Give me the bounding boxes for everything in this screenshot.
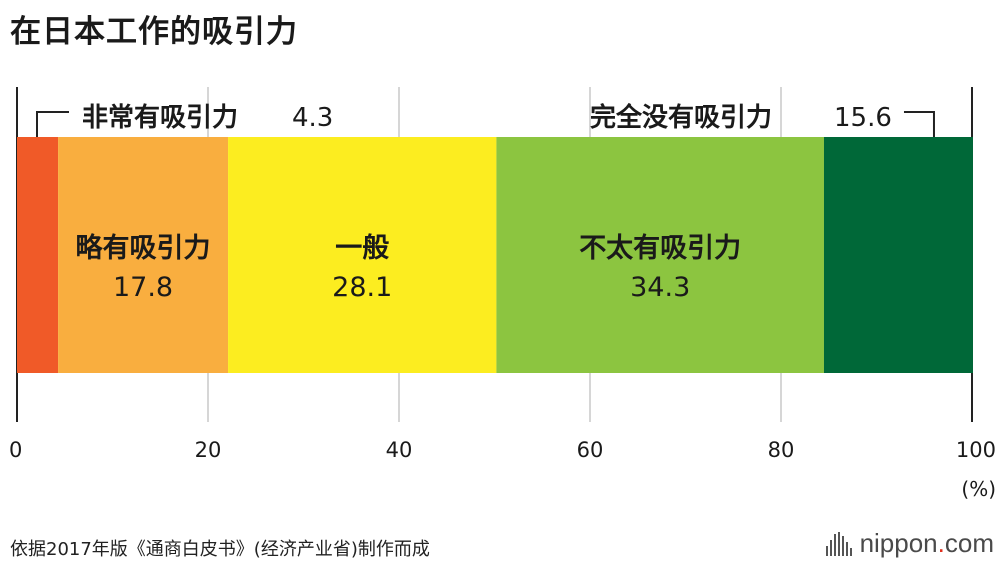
segment-label-3: 不太有吸引力 [579,233,741,264]
segment-value-3: 34.3 [630,272,690,303]
unit-label: (%) [961,477,996,501]
bar-segment-4 [823,137,973,373]
chart-title: 在日本工作的吸引力 [10,14,298,50]
callout-value-4: 15.6 [834,103,892,133]
tick-label-100: 100 [956,438,996,462]
callout-label-0: 非常有吸引力 [82,103,238,133]
nippon-logo: nippon. com [825,528,994,559]
segment-label-2: 一般 [335,232,389,264]
bar-segment-0 [17,137,59,373]
tick-label-0: 0 [9,438,22,462]
tick-label-40: 40 [386,438,413,462]
callout-label-4: 完全没有吸引力 [590,102,772,133]
chart-area: 略有吸引力 17.8 一般 28.1 不太有吸引力 34.3 非常有吸引力 4.3 完全没有吸… [9,87,996,501]
tick-label-80: 80 [768,438,795,462]
data-labels: 略有吸引力 17.8 一般 28.1 不太有吸引力 34.3 [76,232,742,303]
segment-label-1: 略有吸引力 [76,232,211,264]
brand-dot: . [937,528,945,558]
callout-labels: 非常有吸引力 4.3 完全没有吸引力 15.6 [36,102,935,137]
segment-value-2: 28.1 [332,272,392,303]
bar-segment-3 [496,137,824,373]
brand-tld: com [944,528,994,558]
stacked-bar [17,137,973,373]
tick-label-20: 20 [195,438,222,462]
tick-label-60: 60 [577,438,604,462]
callout-leader-4 [903,111,935,137]
bar-segment-1 [58,137,229,373]
callout-value-0: 4.3 [292,103,333,133]
segment-value-1: 17.8 [113,272,173,303]
nippon-logo-icon [825,531,852,556]
x-axis-ticks: 0 20 40 60 80 100 (%) [9,438,996,501]
bar-segment-2 [228,137,497,373]
callout-leader-0 [36,111,69,137]
brand-name: nippon [859,528,938,558]
source-note: 依据2017年版《通商白皮书》(经济产业省)制作而成 [10,539,430,560]
